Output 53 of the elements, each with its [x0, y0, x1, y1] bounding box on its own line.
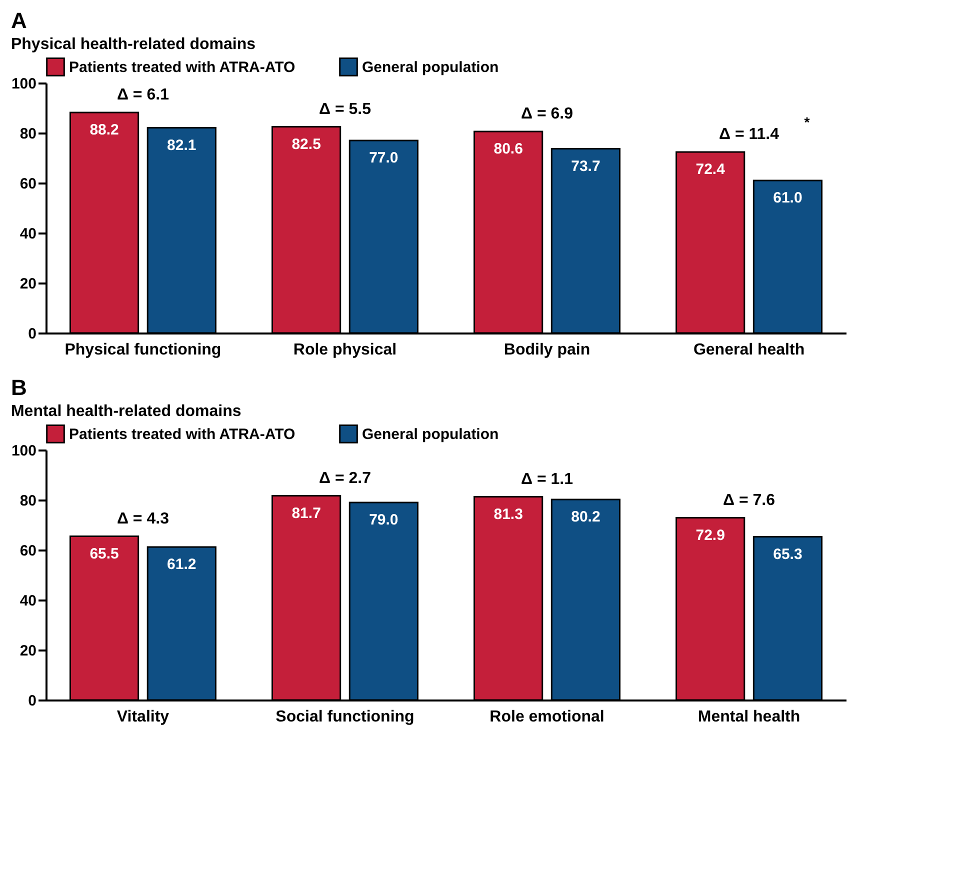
x-tick-label: Bodily pain	[504, 342, 590, 358]
legend-label: General population	[362, 58, 499, 76]
data-label: 81.3	[494, 506, 523, 523]
x-tick-label: Social functioning	[276, 708, 414, 726]
x-tick-label: Vitality	[116, 708, 170, 726]
legend-label: Patients treated with ATRA-ATO	[69, 426, 296, 443]
x-tick-label: General health	[693, 342, 805, 358]
y-tick-label: 20	[20, 276, 36, 292]
annotation: Δ = 11.4	[719, 126, 780, 143]
annotation: *	[804, 114, 810, 130]
data-label: 65.5	[90, 545, 119, 562]
annotation: Δ = 1.1	[521, 470, 574, 488]
data-label: 65.3	[773, 546, 802, 563]
y-tick-label: 0	[28, 326, 36, 342]
y-tick-label: 60	[20, 542, 36, 560]
data-label: 82.5	[292, 136, 321, 153]
annotation: Δ = 4.3	[116, 510, 170, 528]
x-tick-label: Role emotional	[490, 708, 604, 726]
data-label: 81.7	[292, 504, 321, 522]
chart-subtitle: Mental health-related domains	[10, 403, 242, 420]
annotation: Δ = 6.9	[521, 106, 574, 122]
y-tick-label: 40	[20, 592, 36, 610]
data-label: 61.2	[167, 556, 196, 573]
x-tick-label: Role physical	[293, 342, 397, 358]
y-tick-label: 80	[20, 492, 36, 510]
chart-title: A	[10, 8, 27, 33]
data-label: 72.4	[696, 161, 726, 178]
x-tick-label: Physical functioning	[64, 342, 222, 358]
x-tick-label: Mental health	[698, 708, 800, 726]
y-tick-label: 60	[20, 176, 36, 192]
annotation: Δ = 6.1	[116, 86, 170, 104]
legend-label: General population	[362, 426, 499, 443]
y-tick-label: 40	[20, 226, 36, 242]
data-label: 80.2	[571, 508, 600, 526]
chart-title: B	[10, 375, 27, 400]
data-label: 80.6	[494, 140, 523, 158]
annotation: Δ = 5.5	[319, 100, 372, 118]
y-tick-label: 100	[11, 76, 36, 92]
y-tick-label: 0	[28, 692, 36, 710]
legend-label: Patients treated with ATRA-ATO	[69, 58, 296, 76]
data-label: 79.0	[369, 512, 398, 528]
data-label: 73.7	[571, 158, 600, 175]
y-tick-label: 20	[20, 642, 36, 660]
data-label: 61.0	[773, 190, 802, 206]
data-label: 88.2	[90, 122, 119, 138]
data-label: 72.9	[696, 526, 725, 544]
chart-subtitle: Physical health-related domains	[10, 36, 256, 53]
data-label: 77.0	[369, 150, 398, 166]
y-tick-label: 80	[20, 126, 36, 142]
annotation: Δ = 2.7	[319, 470, 372, 487]
annotation: Δ = 7.6	[723, 492, 776, 509]
y-tick-label: 100	[11, 442, 36, 460]
data-label: 82.1	[167, 136, 196, 154]
